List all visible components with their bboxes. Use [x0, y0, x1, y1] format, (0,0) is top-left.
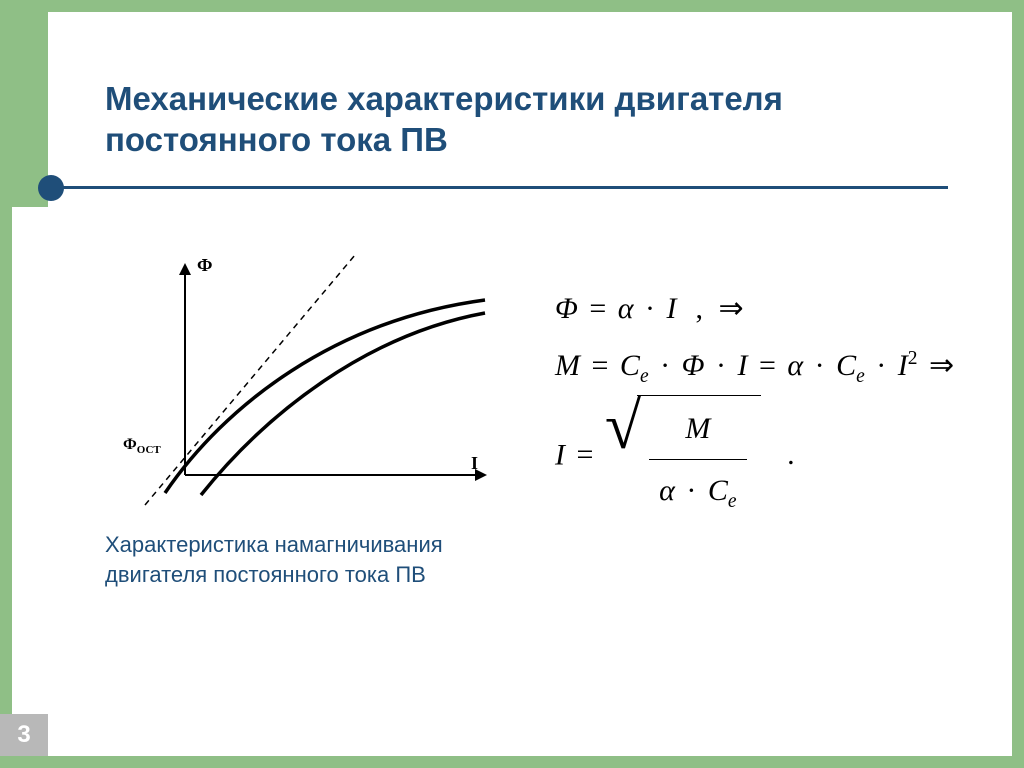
dot-operator: ·: [712, 349, 730, 382]
sqrt-body: M α · Ce: [637, 395, 760, 520]
symbol-I: I: [555, 438, 565, 471]
symbol-phi: Φ: [555, 292, 578, 325]
symbol-I: I: [667, 292, 677, 325]
chart-caption: Характеристика намагничивания двигателя …: [105, 530, 525, 589]
border-bottom: [0, 756, 1024, 768]
symbol-I: I: [737, 349, 747, 382]
dot-operator: ·: [641, 292, 659, 325]
magnetization-chart: Ф I ФОСТ: [105, 255, 505, 515]
fraction: M α · Ce: [649, 400, 746, 520]
fraction-numerator: M: [649, 400, 746, 460]
sqrt-sign-icon: √: [605, 401, 641, 526]
equals-sign: =: [588, 349, 613, 382]
formulas-block: Φ = α · I , ⇒ M = Ce · Φ · I = α · Ce · …: [555, 280, 995, 520]
subscript-e: e: [728, 491, 737, 512]
symbol-alpha: α: [659, 474, 675, 507]
page-number: 3: [0, 714, 48, 756]
subscript-e: e: [640, 366, 649, 387]
y-axis-label: Ф: [197, 255, 212, 275]
equals-sign: =: [585, 292, 610, 325]
symbol-M: M: [555, 349, 580, 382]
fraction-denominator: α · Ce: [649, 460, 746, 520]
dot-operator: ·: [656, 349, 674, 382]
superscript-2: 2: [908, 348, 918, 369]
symbol-C: C: [836, 349, 856, 382]
border-right: [1012, 0, 1024, 768]
symbol-alpha: α: [787, 349, 803, 382]
comma: ,: [684, 292, 707, 325]
slide-title: Механические характеристики двигателя по…: [105, 78, 925, 161]
implies-arrow: ⇒: [925, 349, 958, 382]
border-left: [0, 0, 12, 768]
period: .: [768, 438, 799, 471]
formula-line-2: M = Ce · Φ · I = α · Ce · I2 ⇒: [555, 337, 995, 395]
sqrt-expression: √ M α · Ce: [605, 395, 761, 520]
formula-line-3: I = √ M α · Ce .: [555, 395, 995, 520]
implies-arrow: ⇒: [715, 292, 748, 325]
underline-bar: [51, 186, 948, 189]
phi-ost-label: ФОСТ: [123, 436, 161, 456]
symbol-phi: Φ: [682, 349, 705, 382]
title-underline: [38, 175, 948, 201]
equals-sign: =: [755, 349, 780, 382]
symbol-C: C: [620, 349, 640, 382]
x-axis-label: I: [471, 453, 478, 473]
slide: Механические характеристики двигателя по…: [0, 0, 1024, 768]
dot-operator: ·: [811, 349, 829, 382]
dot-operator: ·: [682, 474, 700, 507]
chart-svg: Ф I ФОСТ: [105, 255, 505, 515]
dot-operator: ·: [872, 349, 890, 382]
equals-sign: =: [573, 438, 598, 471]
symbol-I: I: [898, 349, 908, 382]
formula-line-1: Φ = α · I , ⇒: [555, 280, 995, 337]
symbol-alpha: α: [618, 292, 634, 325]
symbol-C: C: [708, 474, 728, 507]
border-top: [0, 0, 1024, 12]
curve-upper: [165, 300, 485, 493]
subscript-e: e: [856, 366, 865, 387]
